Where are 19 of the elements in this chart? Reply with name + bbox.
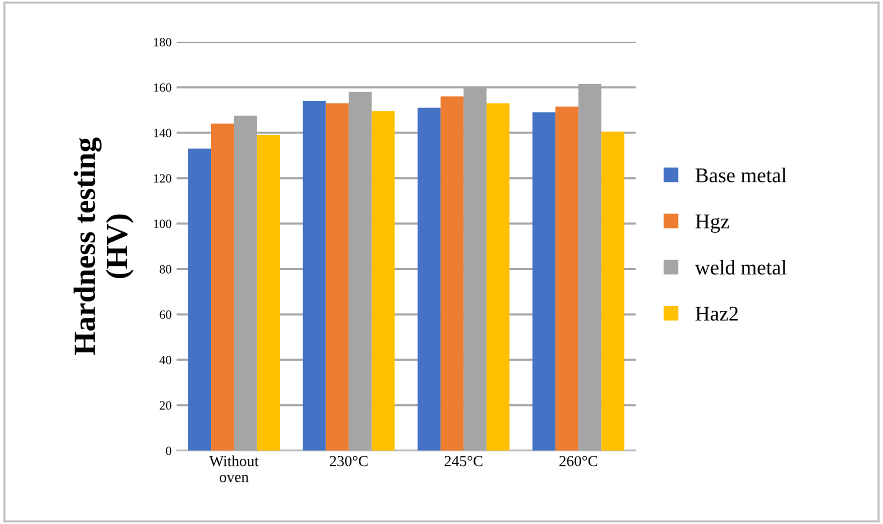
y-tick-label: 140 [154, 128, 172, 138]
y-tick-label: 160 [154, 83, 172, 92]
x-tick-label: 230°C [330, 456, 368, 466]
y-tick-label: 20 [160, 401, 172, 410]
y-tick-label: 100 [154, 220, 172, 228]
x-tick-label: Without oven [209, 456, 259, 482]
legend-label: Haz2 [696, 306, 738, 321]
x-tick-label: 245°C [444, 456, 482, 466]
y-axis-title: Hardness testing (HV) [74, 138, 134, 355]
y-tick-label: 40 [159, 356, 172, 364]
legend-label: Base metal [696, 168, 787, 182]
x-tick-label: 260°C [559, 456, 598, 466]
y-tick-label: 60 [160, 310, 172, 319]
legend-label: weld metal [694, 260, 787, 275]
legend-label: Hgz [696, 214, 730, 233]
y-tick-label: 120 [154, 174, 172, 183]
y-tick-label: 0 [166, 446, 172, 456]
y-tick-label: 80 [160, 265, 172, 274]
y-tick-label: 180 [154, 38, 172, 46]
